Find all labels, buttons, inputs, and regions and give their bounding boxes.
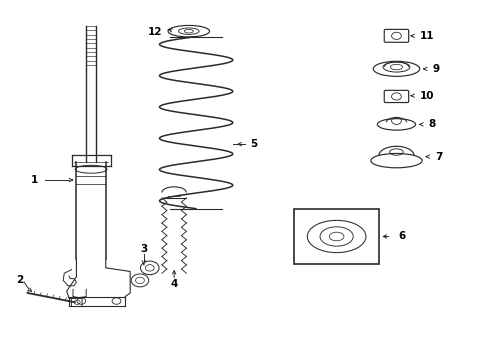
Bar xyxy=(294,209,379,264)
Text: 1: 1 xyxy=(31,175,39,185)
Text: 12: 12 xyxy=(147,27,162,37)
Text: 11: 11 xyxy=(419,31,434,41)
Text: 10: 10 xyxy=(419,91,434,101)
Text: 6: 6 xyxy=(398,231,405,242)
Text: 8: 8 xyxy=(428,120,436,129)
Text: 3: 3 xyxy=(140,244,147,254)
Text: 7: 7 xyxy=(436,152,443,162)
Text: 2: 2 xyxy=(16,275,23,285)
Text: 9: 9 xyxy=(432,64,439,74)
Text: 5: 5 xyxy=(250,139,257,149)
Text: 4: 4 xyxy=(171,279,178,289)
